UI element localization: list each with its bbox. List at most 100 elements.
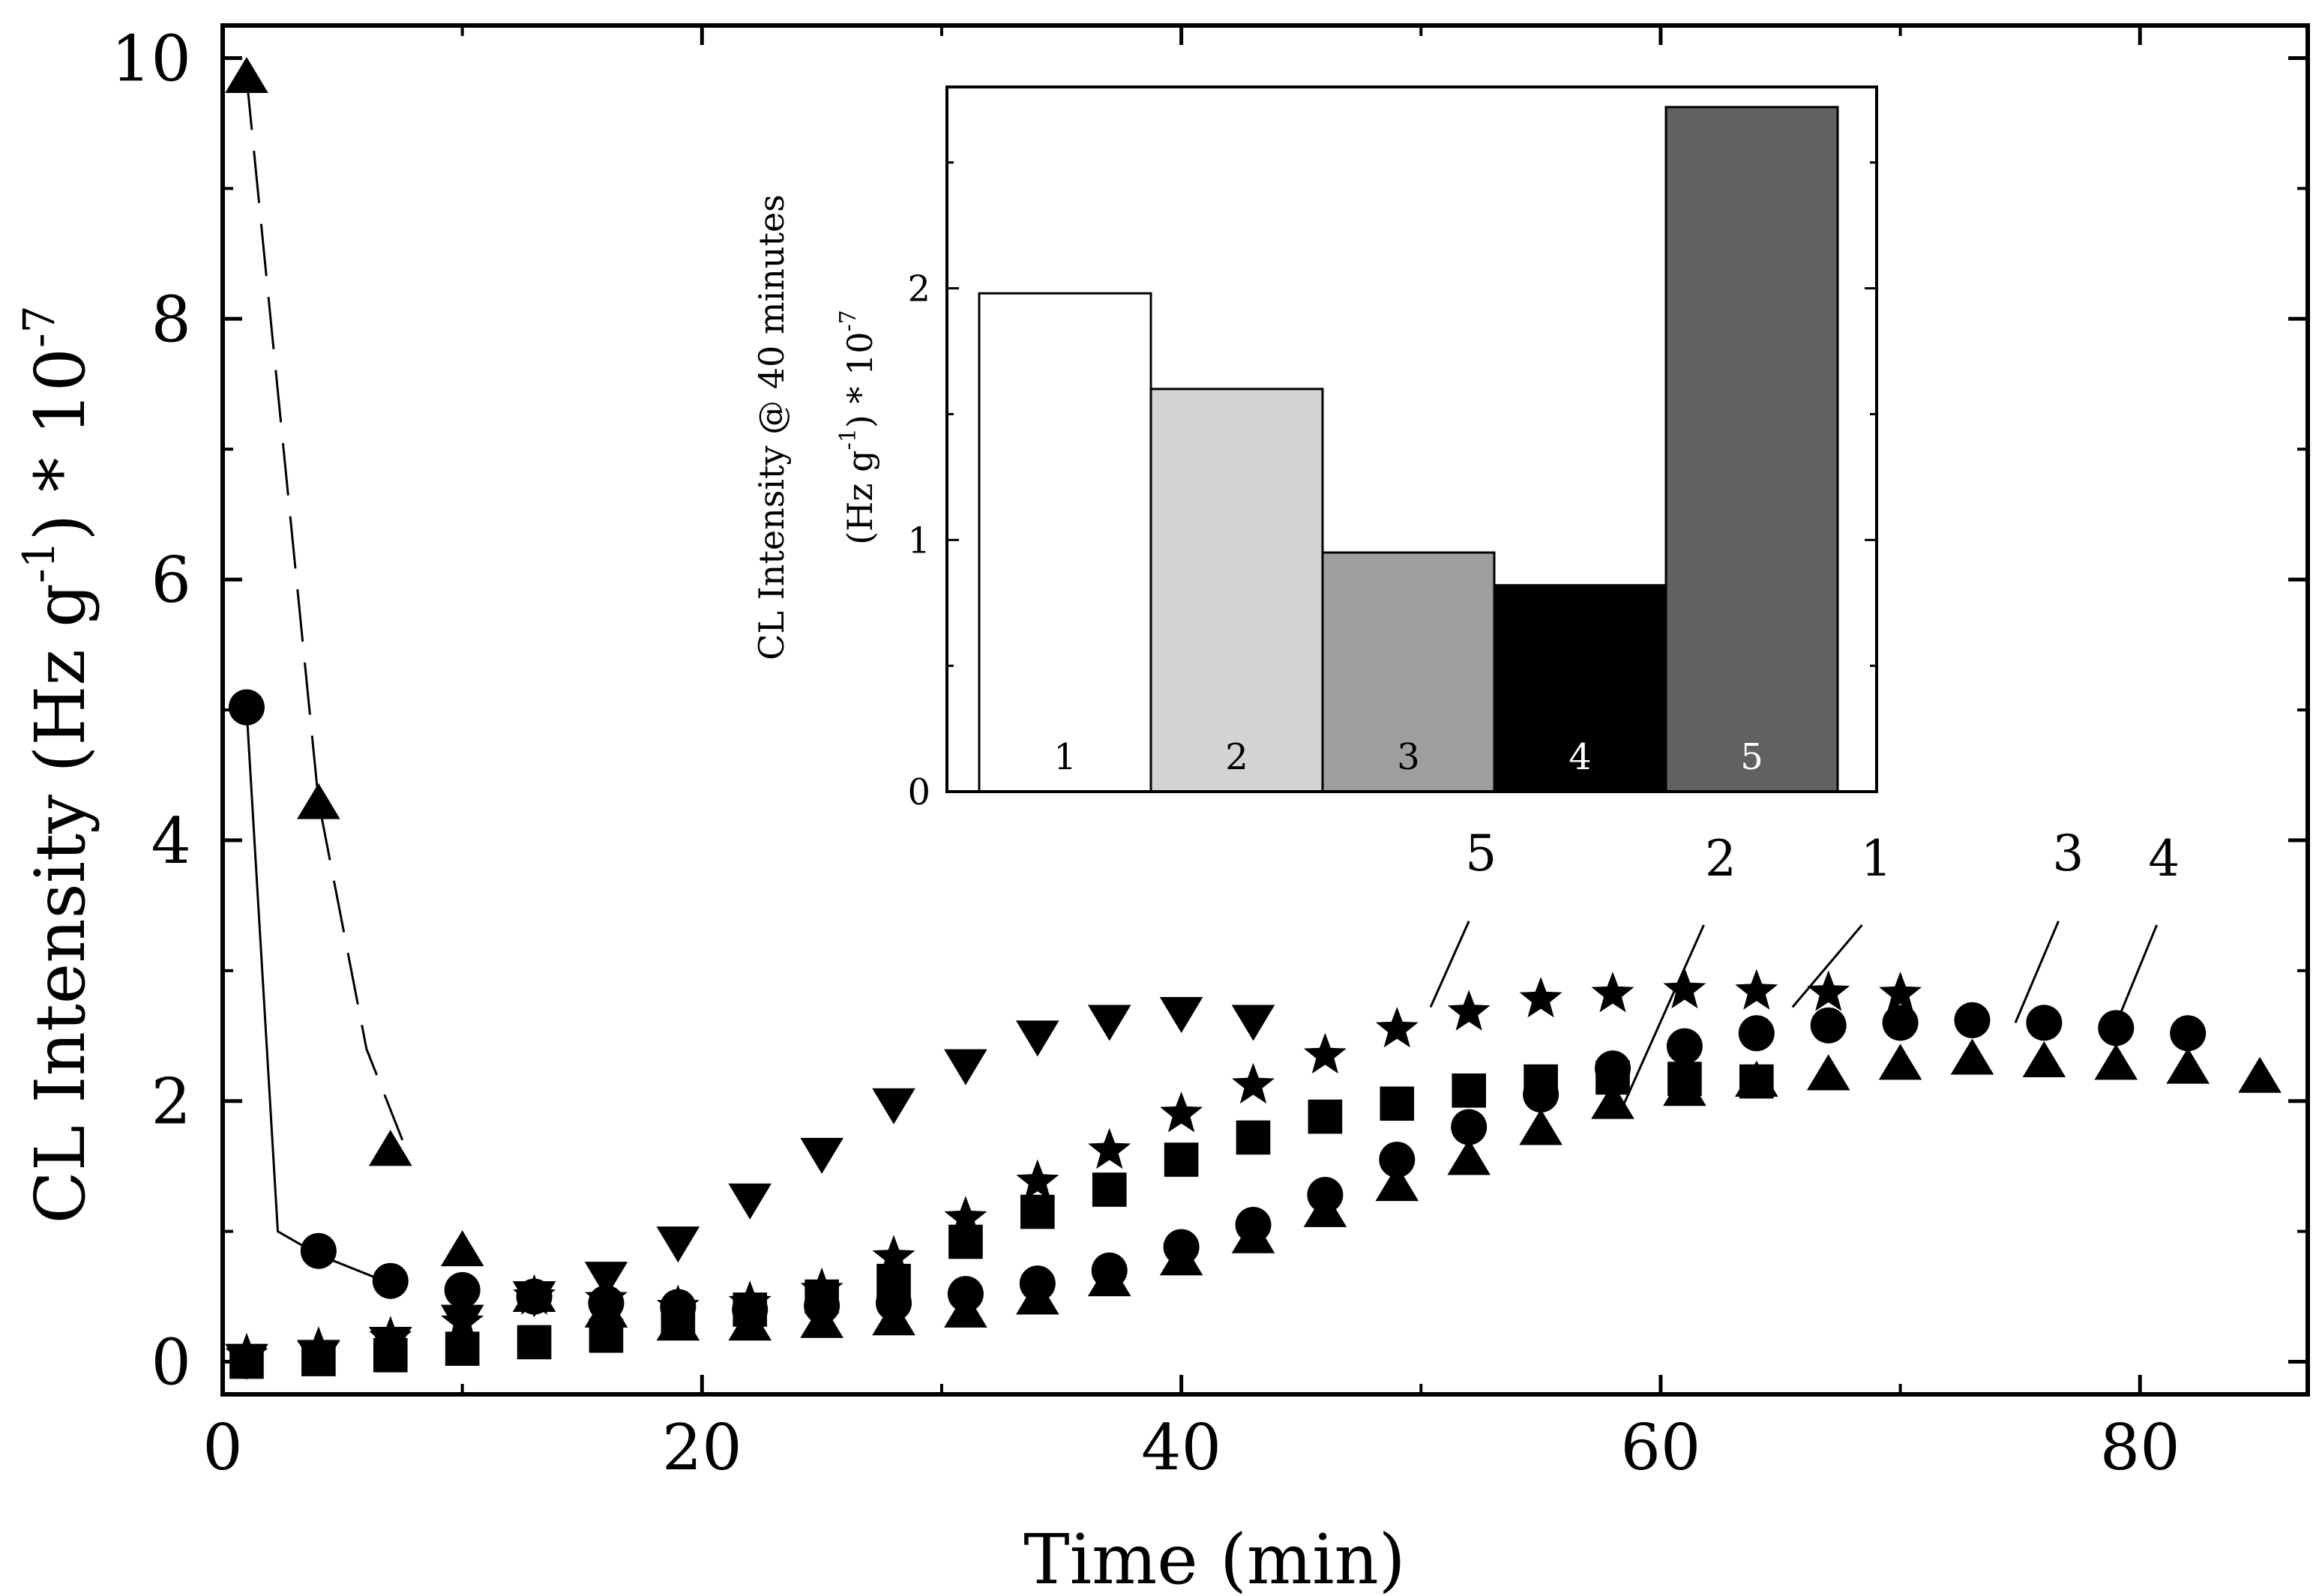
data-point-star (1879, 972, 1922, 1013)
data-point-triangle-up (1806, 1054, 1850, 1091)
data-point-star (1160, 1091, 1203, 1133)
data-point-star (1663, 967, 1706, 1009)
data-point-circle (2170, 1015, 2207, 1052)
inset-y-label-mid: ) * 10 (840, 331, 880, 428)
data-point-square (1020, 1194, 1055, 1229)
data-point-triangle-up (656, 1304, 700, 1341)
data-point-star (1016, 1159, 1059, 1200)
data-point-star (1303, 1032, 1347, 1074)
x-tick-label: 0 (202, 1411, 242, 1484)
data-point-circle (228, 689, 265, 726)
data-point-triangle-down (1016, 1020, 1059, 1057)
data-point-triangle-down (800, 1137, 843, 1174)
data-point-circle (1523, 1076, 1559, 1113)
x-tick-label: 40 (1141, 1411, 1221, 1484)
data-point-star (1735, 969, 1778, 1010)
annotation-pointer-3 (2014, 921, 2060, 1023)
y-tick-label: 6 (151, 543, 191, 617)
y-axis-label: CL Intensity (Hz g-1) * 10-7 (13, 305, 100, 1223)
data-point-circle (1882, 1005, 1919, 1041)
data-point-triangle-down (728, 1183, 772, 1220)
inset-y-tick-label: 0 (907, 771, 930, 813)
main-series-annotations: 5 2 1 3 4 (1429, 825, 2180, 1109)
data-point-triangle-down (1231, 1005, 1275, 1041)
data-point-triangle-up (1016, 1278, 1059, 1315)
x-axis-label: Time (min) (1023, 1520, 1405, 1596)
data-point-star (1232, 1062, 1275, 1104)
data-point-triangle-up (1591, 1082, 1634, 1119)
inset-bar-label-2: 2 (1225, 736, 1248, 778)
y-axis-label-main: CL Intensity (Hz g (20, 583, 100, 1224)
annotation-label-5: 5 (1465, 825, 1497, 882)
data-point-circle (1738, 1015, 1775, 1052)
x-tick-label: 80 (2100, 1411, 2180, 1484)
x-tick-label: 60 (1620, 1411, 1700, 1484)
data-point-triangle-up (2166, 1047, 2210, 1084)
annotation-label-1: 1 (1861, 830, 1892, 888)
data-point-circle (372, 1262, 409, 1299)
inset-bar-1 (978, 292, 1152, 793)
data-point-star (1591, 972, 1634, 1013)
data-point-triangle-up (2238, 1056, 2282, 1093)
data-point-square (1164, 1142, 1199, 1177)
data-point-triangle-up (1303, 1190, 1347, 1227)
inset-frame (945, 85, 1878, 793)
data-point-triangle-up (2094, 1044, 2138, 1080)
y-tick-label: 2 (151, 1065, 191, 1139)
data-point-square (948, 1224, 983, 1259)
y-tick-label: 4 (151, 804, 191, 878)
data-point-circle (1810, 1007, 1847, 1044)
data-point-triangle-up (1950, 1038, 1994, 1075)
annotation-pointer-5 (1429, 921, 1470, 1008)
inset-y-label-line1: CL Intensity @ 40 minutes (751, 194, 792, 660)
data-point-triangle-up (584, 1291, 628, 1328)
data-point-square (517, 1325, 552, 1360)
y-axis-label-sup1: -1 (13, 540, 64, 583)
annotation-label-3: 3 (2052, 825, 2084, 882)
data-point-triangle-down (512, 1281, 556, 1318)
data-point-triangle-up (1087, 1260, 1131, 1297)
data-point-triangle-up (297, 783, 340, 819)
inset-y-tick-label: 1 (907, 520, 930, 561)
data-point-circle (1666, 1028, 1703, 1064)
inset-y-label-sup1: -1 (835, 428, 861, 450)
data-point-star (1807, 970, 1850, 1011)
data-point-triangle-down (440, 1304, 484, 1341)
data-point-circle (1379, 1141, 1416, 1178)
data-point-triangle-up (225, 56, 268, 93)
data-point-triangle-down (225, 1343, 268, 1380)
data-point-star (1447, 990, 1491, 1031)
inset-y-label-sup2: -7 (835, 310, 861, 331)
circle-fit (245, 709, 391, 1285)
data-point-triangle-up (1734, 1061, 1778, 1097)
data-point-triangle-down (1087, 1005, 1131, 1041)
data-point-circle (2098, 1010, 2135, 1047)
inset-bar-label-4: 4 (1568, 736, 1592, 778)
data-point-triangle-up (1519, 1109, 1562, 1145)
data-point-star (944, 1196, 987, 1237)
y-axis-label-mid: ) * 10 (20, 348, 100, 540)
y-tick-label: 0 (151, 1326, 191, 1400)
data-point-triangle-down (656, 1226, 700, 1263)
inset-y-tick-label: 2 (907, 268, 930, 310)
data-point-triangle-up (440, 1230, 484, 1267)
data-point-triangle-down (1159, 997, 1203, 1034)
data-point-circle (1595, 1050, 1631, 1087)
data-point-star (1375, 1007, 1419, 1048)
data-point-circle (444, 1271, 481, 1308)
data-point-triangle-up (944, 1291, 987, 1328)
annotation-label-2: 2 (1705, 830, 1736, 888)
inset-bar-3 (1321, 551, 1496, 793)
inset-bar-2 (1149, 388, 1324, 793)
inset-bar-label-5: 5 (1740, 736, 1763, 778)
inset-axis-ticks: 0 1 2 (907, 161, 1877, 813)
data-point-square (1308, 1099, 1343, 1134)
data-point-triangle-up (800, 1301, 843, 1338)
data-point-triangle-down (872, 1088, 915, 1124)
data-point-star (872, 1235, 915, 1276)
data-point-triangle-up (1878, 1044, 1922, 1080)
data-point-triangle-up (728, 1304, 772, 1341)
x-tick-label: 20 (662, 1411, 742, 1484)
data-point-square (1236, 1120, 1271, 1155)
